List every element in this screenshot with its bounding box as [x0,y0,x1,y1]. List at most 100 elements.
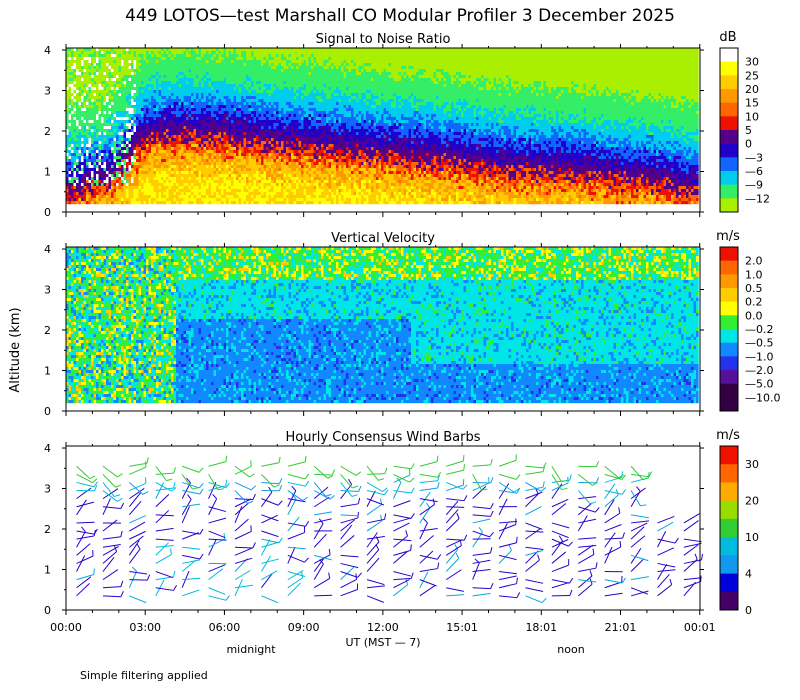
wind-barb [261,462,280,467]
wind-barb-flag [437,474,440,481]
wind-barb-flag [187,494,192,500]
wind-barb [683,513,700,524]
wind-barb [155,538,174,541]
wind-barb-flag [592,548,595,555]
wind-barb-flag [516,577,518,584]
colorbar-swatch [720,61,738,76]
wind-barb [657,547,675,556]
wind-barb [419,480,438,483]
wind-barb [630,522,648,532]
wind-barb [393,571,411,577]
wind-barb [366,549,380,564]
wind-barb [340,524,353,540]
wind-barb [419,487,438,492]
wind-barb [578,579,597,583]
wind-barb [261,514,279,522]
wind-barb-flag [513,488,520,493]
wind-barb [208,506,227,513]
wind-barb-flag [173,467,176,474]
wind-barb [76,543,91,556]
wind-barb-flag [595,461,600,467]
wind-barb [419,473,438,478]
wind-barb-flag [170,548,172,555]
colorbar-label: 30 [745,56,759,69]
time-axis: 00:00 03:00 06:00 09:00 12:00 15:01 18:01 21:01… [50,621,715,634]
wind-barb [630,590,649,597]
wind-barb-flag [558,535,563,542]
wind-barb [498,542,517,548]
wind-barb [234,465,252,475]
wind-barb [683,577,702,581]
wind-barb [472,518,491,524]
wind-barb [366,490,376,507]
wind-barb [472,485,487,500]
wind-barb [577,575,593,589]
wind-barb [234,530,252,540]
wind-barb [261,514,278,524]
wind-barb-flag [291,485,297,491]
wind-barb-flag [114,494,121,498]
wind-barb [287,546,306,550]
colorbar-swatch [720,260,738,275]
wind-barb [631,473,649,478]
wind-barb [578,567,597,573]
wind-barb-flag [636,486,641,492]
wind-barb-flag [278,478,283,484]
wind-barb [630,526,645,540]
wind-barb [340,490,359,492]
wind-barb-flag [410,572,414,579]
wind-barb [630,554,649,562]
wind-barb [630,558,645,572]
wind-barb [129,595,147,604]
wind-barb [498,473,517,480]
wind-barb-flag [618,474,625,479]
colorbar-swatch [720,464,738,483]
wind-barb [76,481,95,488]
wind-barb [578,506,596,513]
wind-barb [155,579,165,597]
wind-barb [366,520,383,532]
wind-barb-flag [569,577,574,584]
colorbar-swatch [720,537,738,556]
wind-barb-flag [437,562,440,569]
wind-barb [102,569,119,581]
wind-barb-flag [249,473,255,478]
colorbar-units: dB [719,30,736,45]
wind-barb-flag [327,475,334,479]
colorbar-units: m/s [716,428,740,443]
wind-barb [498,490,517,494]
wind-barb-flag [173,482,176,489]
wind-barb-flag [250,460,252,467]
figure-title: 449 LOTOS—test Marshall CO Modular Profi… [125,6,675,26]
wind-barb-flag [595,477,600,484]
wind-barb [419,461,438,467]
wind-barb-flag [516,592,521,598]
wind-barb-flag [490,503,494,509]
wind-barb [234,557,253,564]
wind-barb [393,500,411,508]
wind-barb-flag [378,478,385,481]
wind-barb [340,517,359,524]
wind-barb [366,557,380,572]
wind-barb [604,546,613,564]
wind-barb [366,585,385,589]
wind-barb [155,587,174,591]
wind-barb [287,571,306,577]
wind-barb [683,520,699,532]
x-tick-label: 09:00 [288,621,320,634]
wind-barb-flag [142,491,149,495]
wind-barb [446,460,464,467]
wind-barb [208,538,217,556]
wind-barb-flag [146,457,149,464]
colorbar-swatch [720,329,738,343]
wind-barb [419,504,435,516]
wind-barb [261,558,279,564]
wind-barb-flag [131,566,137,572]
wind-barb-flag [331,469,336,476]
wind-barb [525,579,544,584]
wind-barb [366,595,384,603]
wind-barb-flag [199,553,204,560]
wind-barb [287,473,306,480]
wind-barb [366,498,385,506]
wind-barb-flag [463,464,466,471]
